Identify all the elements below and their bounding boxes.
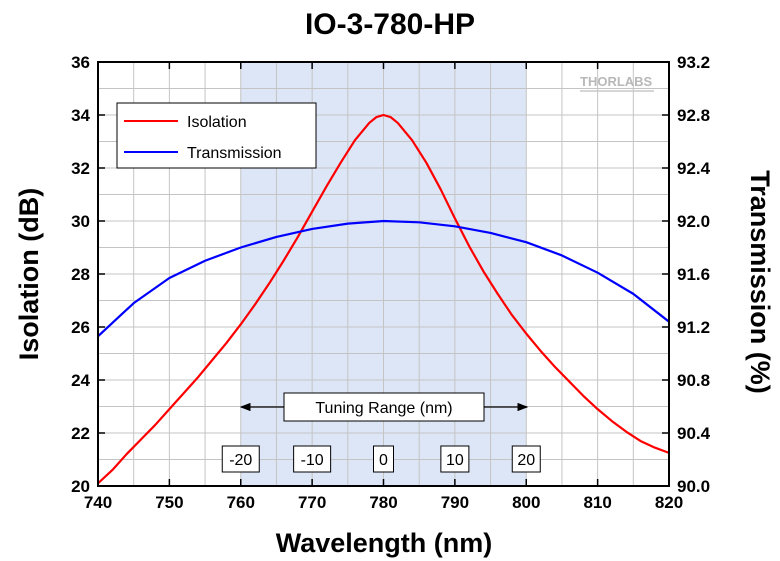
legend-label-transmission: Transmission <box>187 145 282 162</box>
offset-label-box <box>221 445 260 473</box>
chart-title: IO-3-780-HP <box>305 8 475 41</box>
x-tick-label: 780 <box>369 493 397 512</box>
tuning-range-label-box <box>283 392 485 422</box>
y-right-tick-label: 92.8 <box>677 106 710 125</box>
x-tick-label: 810 <box>583 493 611 512</box>
offset-label: -20 <box>229 452 252 469</box>
offset-label-box <box>440 445 470 473</box>
y-axis-right-label: Transmission (%) <box>745 170 775 394</box>
y-right-tick-label: 92.4 <box>677 159 711 178</box>
offset-label: 10 <box>446 452 464 469</box>
x-tick-label: 770 <box>298 493 326 512</box>
y-left-tick-label: 36 <box>71 53 90 72</box>
y-left-tick-label: 34 <box>71 106 90 125</box>
y-right-tick-label: 90.0 <box>677 477 710 496</box>
y-left-tick-label: 20 <box>71 477 90 496</box>
y-left-tick-label: 22 <box>71 424 90 443</box>
x-axis-label: Wavelength (nm) <box>276 528 493 558</box>
y-right-tick-label: 91.6 <box>677 265 710 284</box>
y-right-tick-label: 90.4 <box>677 424 711 443</box>
y-left-tick-label: 24 <box>71 371 90 390</box>
offset-label-box <box>373 445 394 473</box>
series-line-transmission <box>98 219 669 338</box>
series-line-isolation <box>98 113 669 485</box>
thorlabs-logo: THORLABS <box>580 74 653 89</box>
x-tick-label: 740 <box>84 493 112 512</box>
offset-label: 0 <box>379 452 388 469</box>
legend-box <box>116 102 317 169</box>
y-left-tick-label: 26 <box>71 318 90 337</box>
y-right-tick-label: 93.2 <box>677 53 710 72</box>
legend-label-isolation: Isolation <box>187 114 247 131</box>
y-right-tick-label: 90.8 <box>677 371 710 390</box>
y-right-tick-label: 92.0 <box>677 212 710 231</box>
y-left-tick-label: 32 <box>71 159 90 178</box>
x-tick-label: 750 <box>155 493 183 512</box>
x-tick-label: 790 <box>441 493 469 512</box>
x-tick-label: 820 <box>655 493 683 512</box>
x-tick-label: 800 <box>512 493 540 512</box>
offset-label-box <box>511 445 541 473</box>
y-left-tick-label: 28 <box>71 265 90 284</box>
y-axis-left-label: Isolation (dB) <box>14 188 44 360</box>
x-tick-label: 760 <box>227 493 255 512</box>
tuning-range-label: Tuning Range (nm) <box>315 400 452 417</box>
offset-label: 20 <box>517 452 535 469</box>
offset-label: -10 <box>301 452 324 469</box>
y-left-tick-label: 30 <box>71 212 90 231</box>
y-right-tick-label: 91.2 <box>677 318 710 337</box>
offset-label-box <box>293 445 332 473</box>
legend: Isolation Transmission <box>116 102 317 169</box>
